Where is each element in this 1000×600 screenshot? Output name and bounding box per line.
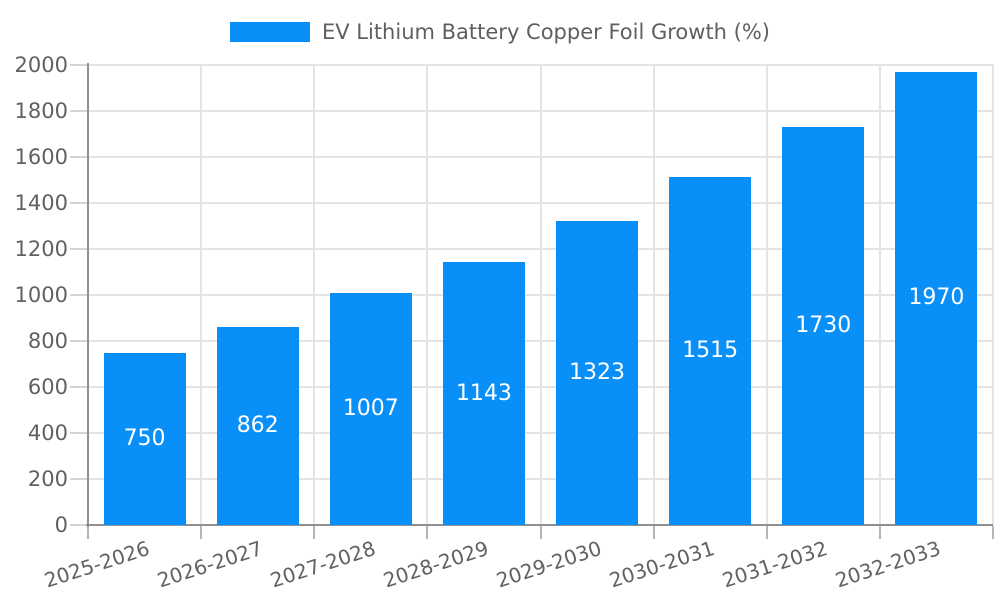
bar-value-label: 1143 xyxy=(455,380,512,406)
y-tick-mark xyxy=(70,386,88,388)
y-axis-tick-label: 1600 xyxy=(14,145,68,169)
y-tick-mark xyxy=(70,248,88,250)
x-tick-mark xyxy=(313,526,316,539)
v-gridline xyxy=(426,65,429,525)
legend-swatch[interactable] xyxy=(229,22,310,42)
bar-value-label: 862 xyxy=(236,412,279,438)
v-gridline xyxy=(200,65,203,525)
y-tick-mark xyxy=(70,156,88,158)
x-tick-mark xyxy=(426,526,429,539)
bar-2030-2031[interactable]: 1515 xyxy=(669,176,752,525)
y-axis-tick-label: 800 xyxy=(27,329,68,353)
x-axis-line xyxy=(86,523,993,526)
v-gridline xyxy=(313,65,316,525)
legend[interactable]: EV Lithium Battery Copper Foil Growth (%… xyxy=(0,20,1000,44)
y-axis-tick-label: 1200 xyxy=(14,237,68,261)
x-tick-mark xyxy=(992,526,994,539)
y-tick-mark xyxy=(70,432,88,434)
bar-2032-2033[interactable]: 1970 xyxy=(895,71,978,525)
bar-value-label: 1730 xyxy=(795,313,852,339)
y-tick-mark xyxy=(70,110,88,112)
x-tick-mark xyxy=(652,526,655,539)
bar-2029-2030[interactable]: 1323 xyxy=(556,220,639,525)
y-axis-tick-label: 2000 xyxy=(14,53,68,77)
y-axis-tick-label: 200 xyxy=(27,467,68,491)
v-gridline xyxy=(652,65,655,525)
x-tick-mark xyxy=(878,526,881,539)
y-axis-tick-label: 600 xyxy=(27,375,68,399)
y-axis-tick-label: 0 xyxy=(54,513,68,537)
bar-2026-2027[interactable]: 862 xyxy=(216,326,299,525)
v-gridline xyxy=(878,65,881,525)
y-axis-tick-label: 1000 xyxy=(14,283,68,307)
y-axis-tick-label: 1800 xyxy=(14,99,68,123)
y-tick-mark xyxy=(70,202,88,204)
y-tick-mark xyxy=(70,64,88,66)
bar-2027-2028[interactable]: 1007 xyxy=(329,293,412,525)
x-tick-mark xyxy=(87,526,89,539)
y-axis-tick-label: 400 xyxy=(27,421,68,445)
bar-value-label: 1007 xyxy=(342,396,399,422)
bar-value-label: 1970 xyxy=(908,285,965,311)
bar-value-label: 1323 xyxy=(569,359,626,385)
bar-value-label: 750 xyxy=(123,425,166,451)
y-axis-tick-label: 1400 xyxy=(14,191,68,215)
bar-2028-2029[interactable]: 1143 xyxy=(442,262,525,525)
v-gridline xyxy=(765,65,768,525)
y-axis-line xyxy=(86,63,89,527)
v-gridline xyxy=(539,65,542,525)
v-gridline xyxy=(992,65,994,525)
y-tick-mark xyxy=(70,294,88,296)
y-tick-mark xyxy=(70,478,88,480)
y-tick-mark xyxy=(70,524,88,526)
x-tick-mark xyxy=(200,526,203,539)
x-tick-mark xyxy=(765,526,768,539)
bar-value-label: 1515 xyxy=(682,337,739,363)
y-tick-mark xyxy=(70,340,88,342)
bar-2031-2032[interactable]: 1730 xyxy=(782,127,865,525)
x-tick-mark xyxy=(539,526,542,539)
bar-2025-2026[interactable]: 750 xyxy=(103,352,186,525)
legend-label[interactable]: EV Lithium Battery Copper Foil Growth (%… xyxy=(321,20,770,44)
